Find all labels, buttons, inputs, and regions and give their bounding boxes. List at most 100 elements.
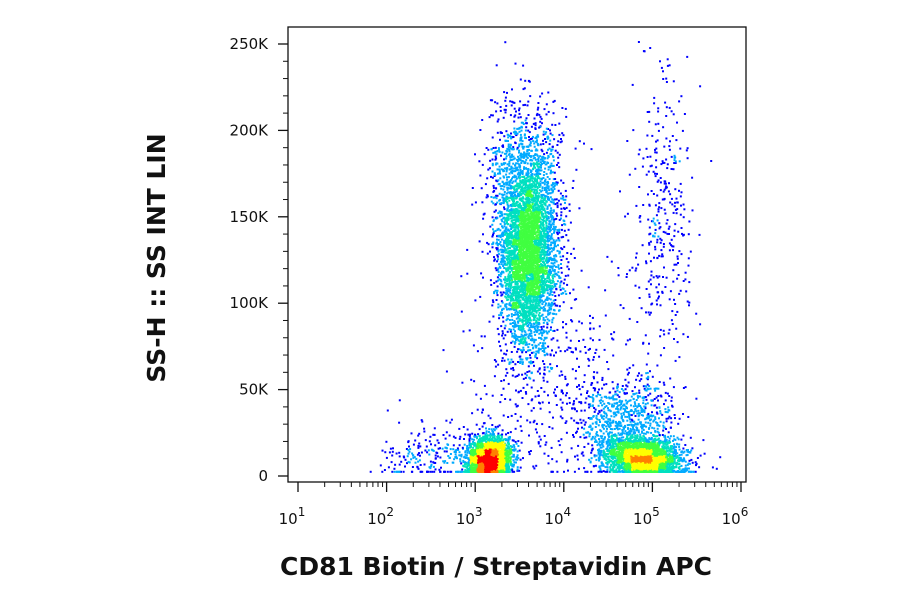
event-dot bbox=[505, 319, 508, 322]
event-dot bbox=[502, 337, 505, 340]
event-dot bbox=[488, 428, 491, 431]
event-dot bbox=[508, 258, 511, 260]
event-dot bbox=[541, 162, 543, 165]
event-dot bbox=[499, 446, 501, 449]
event-dot bbox=[523, 247, 526, 250]
event-dot bbox=[531, 313, 534, 316]
event-dot bbox=[496, 260, 499, 263]
event-dot bbox=[513, 448, 516, 451]
event-dot bbox=[519, 211, 522, 214]
event-dot bbox=[487, 438, 490, 441]
event-dot bbox=[541, 303, 544, 306]
event-dot bbox=[532, 263, 535, 266]
event-dot bbox=[512, 249, 515, 252]
event-dot bbox=[496, 464, 499, 466]
event-dot bbox=[496, 440, 499, 443]
event-dot bbox=[477, 466, 480, 469]
event-dot bbox=[505, 249, 508, 252]
event-dot bbox=[540, 288, 543, 291]
event-dot bbox=[504, 453, 507, 456]
event-dot bbox=[498, 461, 501, 464]
event-dot bbox=[472, 446, 475, 449]
event-dot bbox=[472, 438, 475, 441]
event-dot bbox=[511, 253, 514, 256]
event-dot bbox=[498, 466, 501, 469]
event-dot bbox=[550, 250, 553, 253]
event-dot bbox=[508, 451, 511, 454]
event-dot bbox=[498, 458, 501, 460]
event-dot bbox=[524, 319, 526, 322]
event-dot bbox=[515, 244, 518, 247]
event-dot bbox=[478, 465, 481, 468]
event-dot bbox=[462, 461, 465, 463]
event-dot bbox=[522, 327, 525, 330]
event-dot bbox=[522, 256, 525, 259]
event-dot bbox=[516, 469, 519, 472]
event-dot bbox=[502, 466, 505, 469]
event-dot bbox=[501, 464, 504, 467]
event-dot bbox=[500, 251, 503, 254]
event-dot bbox=[487, 440, 490, 443]
event-dot bbox=[492, 232, 495, 235]
event-dot bbox=[466, 428, 469, 431]
event-dot bbox=[504, 343, 507, 346]
event-dot bbox=[483, 462, 486, 465]
event-dot bbox=[514, 306, 517, 309]
event-dot bbox=[508, 465, 511, 468]
event-dot bbox=[570, 307, 573, 310]
event-dot bbox=[508, 319, 511, 321]
event-dot bbox=[509, 461, 512, 463]
event-dot bbox=[527, 290, 530, 293]
event-dot bbox=[494, 469, 497, 471]
event-dot bbox=[533, 162, 536, 165]
event-dot bbox=[522, 377, 525, 380]
event-dot bbox=[486, 452, 489, 455]
event-dot bbox=[473, 458, 476, 461]
event-dot bbox=[555, 283, 558, 285]
event-dot bbox=[521, 170, 524, 172]
event-dot bbox=[496, 254, 499, 257]
event-dot bbox=[556, 304, 559, 307]
event-dot bbox=[497, 437, 500, 439]
event-dots bbox=[369, 41, 722, 473]
event-dot bbox=[493, 470, 495, 472]
event-dot bbox=[510, 448, 513, 451]
event-dot bbox=[553, 171, 556, 174]
event-dot bbox=[495, 451, 497, 454]
event-dot bbox=[488, 441, 491, 444]
event-dot bbox=[493, 456, 496, 459]
event-dot bbox=[524, 391, 527, 393]
event-dot bbox=[482, 456, 485, 459]
event-dot bbox=[486, 444, 488, 447]
event-dot bbox=[521, 121, 524, 124]
event-dot bbox=[552, 277, 554, 280]
event-dot bbox=[522, 296, 525, 299]
event-dot bbox=[544, 342, 547, 345]
event-dot bbox=[474, 451, 477, 454]
event-dot bbox=[527, 258, 530, 261]
event-dot bbox=[567, 228, 570, 231]
event-dot bbox=[517, 182, 520, 185]
event-dot bbox=[536, 195, 539, 198]
event-dot bbox=[517, 220, 520, 223]
event-dot bbox=[522, 302, 525, 305]
event-dot bbox=[509, 217, 512, 220]
event-dot bbox=[460, 453, 463, 456]
event-dot bbox=[498, 459, 501, 462]
event-dot bbox=[502, 469, 505, 472]
event-dot bbox=[496, 438, 499, 441]
event-dot bbox=[542, 342, 544, 345]
event-dot bbox=[463, 443, 466, 446]
event-dot bbox=[530, 164, 533, 167]
event-dot bbox=[502, 188, 505, 191]
event-dot bbox=[560, 228, 563, 231]
event-dot bbox=[506, 201, 509, 204]
event-dot bbox=[528, 334, 531, 337]
event-dot bbox=[563, 245, 566, 248]
event-dot bbox=[517, 328, 520, 331]
event-dot bbox=[499, 229, 502, 232]
event-dot bbox=[473, 457, 476, 460]
event-dot bbox=[484, 445, 486, 448]
event-dot bbox=[549, 270, 552, 273]
event-dot bbox=[468, 468, 471, 470]
